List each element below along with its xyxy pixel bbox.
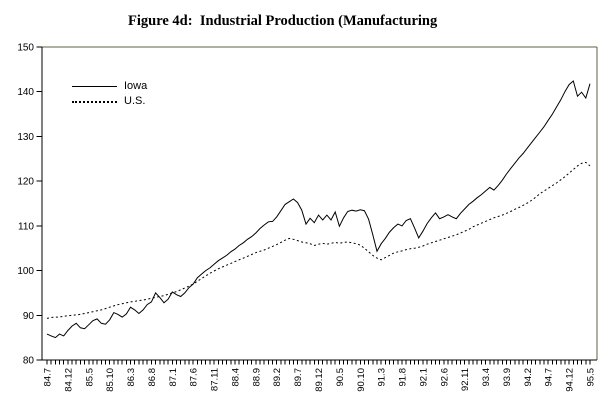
y-tick-label: 80: [23, 356, 35, 367]
y-tick-label: 150: [17, 43, 34, 54]
x-tick-label: 90.5: [335, 368, 346, 387]
x-tick-label: 93.9: [502, 368, 513, 387]
x-tick-label: 94.7: [544, 368, 555, 387]
y-tick-label: 120: [17, 177, 34, 188]
solid-line-sample-icon: [72, 86, 117, 87]
legend-label-us: U.S.: [124, 95, 146, 107]
x-tick-label: 94.12: [565, 368, 576, 392]
y-tick-label: 90: [23, 311, 35, 322]
x-tick-label: 86.8: [147, 368, 158, 387]
legend-item-us: U.S.: [72, 94, 147, 109]
plot-frame: [42, 46, 598, 360]
x-tick-label: 92.11: [460, 368, 471, 391]
x-tick-label: 93.4: [481, 368, 492, 387]
y-tick-label: 130: [17, 132, 34, 143]
x-tick-label: 94.2: [523, 368, 534, 387]
x-tick-label: 92.6: [439, 368, 450, 387]
x-tick-label: 90.10: [356, 368, 367, 392]
y-axis-ticks: [36, 46, 42, 361]
x-tick-label: 85.5: [84, 368, 95, 387]
y-tick-label: 140: [17, 87, 34, 98]
y-tick-label: 100: [17, 266, 34, 277]
x-axis-labels: 84.7 84.12 85.5 85.10 86.3 86.8 87.1 87.6 87.11 8…: [43, 368, 597, 392]
x-tick-label: 88.9: [251, 368, 262, 387]
x-axis-ticks: [46, 360, 591, 365]
x-tick-label: 91.8: [398, 368, 409, 387]
x-tick-label: 89.12: [314, 368, 325, 392]
x-tick-label: 84.12: [63, 368, 74, 392]
legend-item-iowa: Iowa: [72, 79, 147, 94]
iowa-line: [46, 80, 591, 339]
x-tick-label: 88.4: [230, 368, 241, 387]
y-tick-label: 110: [18, 221, 34, 232]
legend: Iowa U.S.: [72, 79, 147, 109]
x-tick-label: 87.1: [168, 368, 179, 387]
x-tick-label: 86.3: [126, 368, 137, 387]
x-tick-label: 85.10: [105, 368, 116, 392]
us-line: [46, 161, 591, 319]
x-tick-label: 84.7: [43, 368, 54, 387]
x-tick-label: 91.3: [377, 368, 388, 387]
dotted-line-sample-icon: [72, 100, 117, 103]
y-axis-labels: 80 90 100 110 120 130 140 150: [17, 43, 34, 367]
x-tick-label: 87.11: [210, 368, 221, 391]
x-tick-label: 89.2: [272, 368, 283, 387]
x-tick-label: 92.1: [418, 368, 429, 387]
x-tick-label: 89.7: [293, 368, 304, 387]
x-tick-label: 87.6: [189, 368, 200, 387]
x-tick-label: 95.5: [586, 368, 597, 387]
legend-label-iowa: Iowa: [124, 80, 148, 92]
chart-title: Figure 4d: Industrial Production (Manufa…: [128, 13, 438, 29]
